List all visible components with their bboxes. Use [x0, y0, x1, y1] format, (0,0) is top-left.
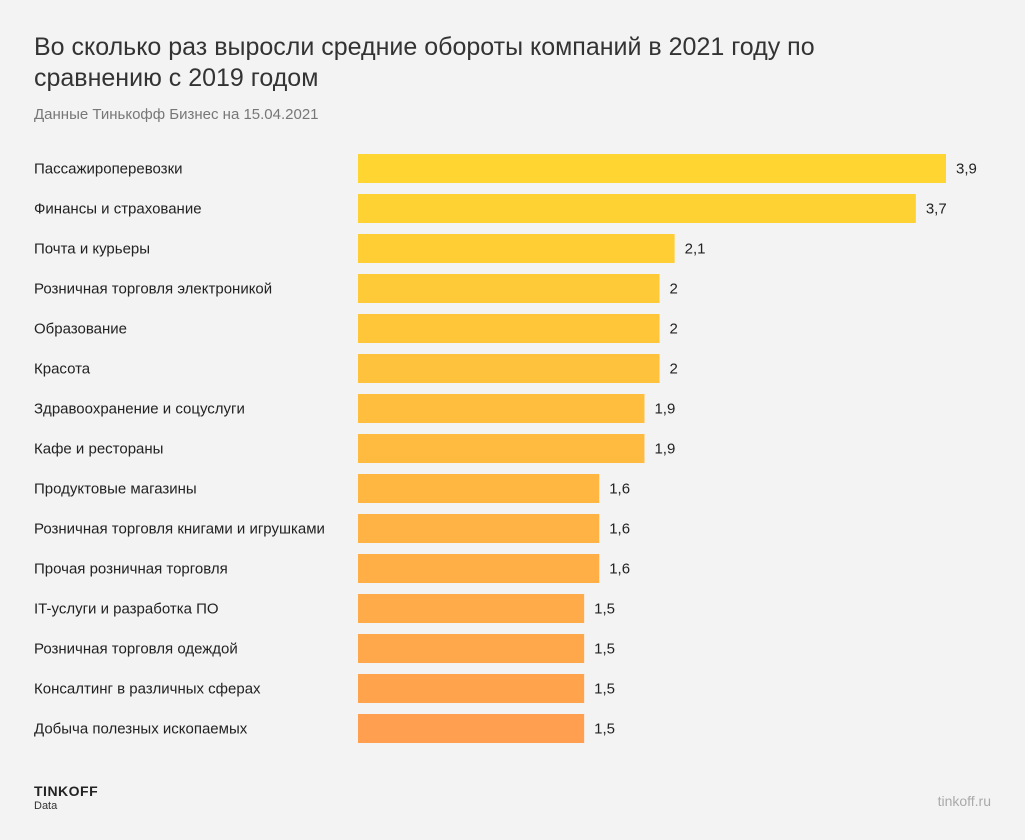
category-label: Розничная торговля одеждой: [34, 641, 238, 658]
category-label: Здравоохранение и соцуслуги: [34, 401, 245, 418]
tinkoff-logo: TINKOFF: [34, 783, 99, 799]
category-label: Розничная торговля книгами и игрушками: [34, 521, 325, 538]
bar: [358, 514, 600, 543]
bar-value-label: 2: [670, 281, 678, 298]
bar-value-label: 1,5: [594, 681, 615, 698]
bar-value-label: 2: [670, 361, 678, 378]
bar-value-label: 3,9: [956, 161, 977, 178]
category-label: Добыча полезных ископаемых: [34, 721, 248, 738]
bar: [358, 714, 585, 743]
bar: [358, 554, 600, 583]
bar-value-label: 1,9: [654, 401, 675, 418]
bar-value-label: 3,7: [926, 201, 947, 218]
bar-value-label: 1,9: [654, 441, 675, 458]
category-label: Прочая розничная торговля: [34, 561, 228, 578]
bar-value-label: 1,5: [594, 601, 615, 618]
bar: [358, 194, 916, 223]
category-label: Пассажироперевозки: [34, 161, 183, 178]
bar: [358, 234, 675, 263]
bar-value-label: 1,5: [594, 721, 615, 738]
bar-value-label: 2,1: [685, 241, 706, 258]
bar: [358, 434, 645, 463]
category-label: Кафе и рестораны: [34, 441, 163, 458]
bar: [358, 674, 585, 703]
chart-title: Во сколько раз выросли средние обороты к…: [34, 33, 815, 92]
category-label: Красота: [34, 361, 91, 378]
bar: [358, 474, 600, 503]
category-label: Продуктовые магазины: [34, 481, 197, 498]
bar: [358, 354, 660, 383]
bar-chart: Пассажироперевозки 3,9 Финансы и страхован…: [34, 154, 977, 743]
bar: [358, 154, 946, 183]
category-label: Консалтинг в различных сферах: [34, 681, 261, 698]
bar: [358, 394, 645, 423]
category-label: Розничная торговля электроникой: [34, 281, 272, 298]
bar: [358, 314, 660, 343]
bar: [358, 594, 585, 623]
category-label: Финансы и страхование: [34, 201, 202, 218]
chart-subtitle: Данные Тинькофф Бизнес на 15.04.2021: [34, 106, 319, 123]
category-label: Почта и курьеры: [34, 241, 150, 258]
bar: [358, 634, 585, 663]
bar-value-label: 2: [670, 321, 678, 338]
category-label: Образование: [34, 321, 127, 338]
bar-value-label: 1,6: [609, 481, 630, 498]
bar-value-label: 1,6: [609, 521, 630, 538]
logo-caption: Data: [34, 800, 58, 812]
site-label: tinkoff.ru: [937, 793, 991, 809]
bar: [358, 274, 660, 303]
category-label: IT-услуги и разработка ПО: [34, 601, 219, 618]
bar-value-label: 1,5: [594, 641, 615, 658]
bar-value-label: 1,6: [609, 561, 630, 578]
